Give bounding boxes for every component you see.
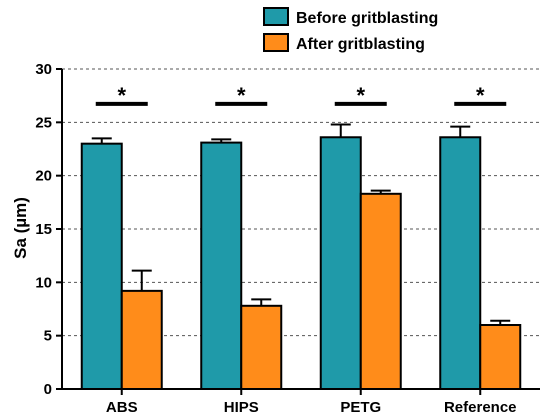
- y-tick-label: 20: [35, 168, 52, 185]
- x-tick-label-petg: PETG: [340, 399, 381, 416]
- significance-star-abs: *: [117, 83, 126, 108]
- significance-star-reference: *: [476, 83, 485, 108]
- legend-label-before-gritblasting: Before gritblasting: [296, 10, 438, 27]
- x-tick-label-hips: HIPS: [224, 399, 259, 416]
- legend-swatch-after-gritblasting: [263, 33, 289, 52]
- significance-markers: * * * *: [95, 83, 507, 108]
- legend-swatch-before-gritblasting: [263, 7, 289, 26]
- error-bars: [91, 123, 511, 325]
- bar-petg-after-gritblasting: [359, 192, 402, 390]
- significance-star-hips: *: [237, 83, 246, 108]
- legend: Before gritblasting After gritblasting: [263, 7, 438, 53]
- bar-reference-before-gritblasting: [439, 136, 482, 390]
- y-tick-label: 0: [44, 381, 52, 398]
- y-tick-label: 30: [35, 61, 52, 78]
- y-tick-label: 10: [35, 274, 52, 291]
- significance-star-petg: *: [356, 83, 365, 108]
- bar-petg-before-gritblasting: [319, 136, 362, 390]
- legend-label-after-gritblasting: After gritblasting: [296, 36, 425, 53]
- x-tick-label-reference: Reference: [444, 399, 517, 416]
- y-tick-label: 5: [44, 328, 52, 345]
- bars: [80, 136, 522, 390]
- bar-abs-after-gritblasting: [120, 289, 163, 390]
- y-tick-label: 15: [35, 221, 52, 238]
- y-axis-label: Sa (µm): [11, 197, 30, 259]
- bar-hips-after-gritblasting: [240, 304, 283, 390]
- axes: 0 5 10 15 20 25 30 ABS HIPS PETG Reference: [35, 61, 540, 416]
- y-tick-label: 25: [35, 114, 52, 131]
- bar-hips-before-gritblasting: [200, 141, 243, 390]
- bar-abs-before-gritblasting: [80, 142, 123, 390]
- bar-reference-after-gritblasting: [479, 324, 522, 390]
- x-tick-label-abs: ABS: [106, 399, 138, 416]
